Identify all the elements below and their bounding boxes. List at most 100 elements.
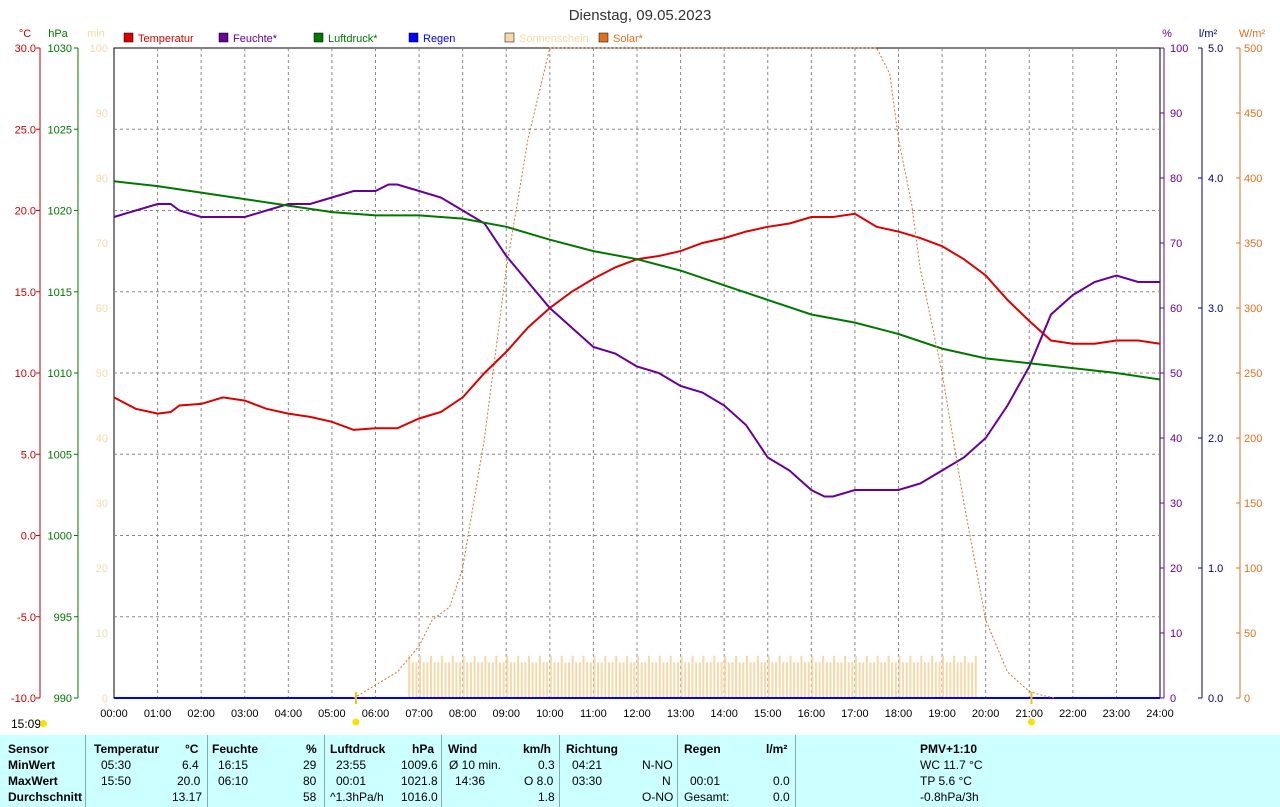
chart-title: Dienstag, 09.05.2023 [569,7,712,24]
axis-tick-left3: 0 [102,693,108,705]
sunshine-bar [615,655,618,698]
sunshine-bar [942,655,945,698]
sunshine-bar [818,662,821,698]
axis-tick-right3: 100 [1244,563,1262,575]
sunshine-bar [637,655,639,698]
sunshine-bar [931,655,934,698]
sunshine-bar [727,662,730,698]
x-tick-label: 22:00 [1059,708,1087,720]
sunshine-bar [509,662,512,698]
sunshine-bar [604,655,607,698]
sunshine-bar [419,655,422,698]
hum-max-value: 80 [303,774,317,788]
sunshine-bar [528,655,531,698]
sunshine-bar [462,655,465,698]
axis-tick-left2: 1020 [48,206,72,218]
axis-tick-right3: 200 [1244,433,1262,445]
axis-tick-left3: 30 [96,498,108,510]
header-wind-unit: km/h [523,742,552,756]
sunshine-bar [742,662,745,698]
sunshine-bar [491,662,494,698]
header-humidity: Feuchte [212,742,259,756]
series-line-solar [353,47,1056,699]
axis-tick-left1: -5.0 [17,612,36,624]
sunshine-bar [833,655,836,698]
sunshine-bar [735,655,738,698]
hum-min-value: 29 [303,758,317,772]
sunshine-bar [495,655,498,698]
sunshine-bar [706,662,709,698]
sunshine-bar [506,655,509,698]
axis-tick-right3: 500 [1244,43,1262,55]
sunshine-bar [814,662,817,698]
axis-tick-right1: 50 [1170,368,1182,380]
sunshine-bar [905,662,908,698]
sunshine-bar [640,662,643,698]
sunshine-bar [887,655,890,698]
legend-label: Sonnenschein [519,33,589,45]
sunshine-bar [822,655,825,698]
x-tick-label: 01:00 [144,708,172,720]
sunshine-bar [891,662,894,698]
sunshine-bar [676,662,679,698]
axis-tick-right3: 300 [1244,303,1262,315]
axis-unit-left2: hPa [48,28,68,40]
x-tick-label: 09:00 [492,708,520,720]
wind-max-time: 14:36 [455,774,486,788]
series-line-feuchte [113,183,1160,498]
press-trend: ^1.3hPa/h [330,790,384,804]
axis-tick-right3: 50 [1244,628,1256,640]
sunshine-bar [564,662,567,698]
x-tick-label: 04:00 [275,708,303,720]
sunshine-bar [934,662,937,698]
sunshine-bar [647,655,650,698]
series-line-temperatur [113,212,1161,431]
axis-tick-right1: 60 [1170,303,1182,315]
sunshine-bar [535,662,538,698]
wind-avg10-value: 0.3 [538,758,555,772]
sunshine-bar [437,662,440,698]
sunshine-bar [902,662,905,698]
sunshine-bar [778,655,781,698]
x-axis-labels: 00:00 01:00 02:00 03:00 04:00 05:00 06:00 07:00… [100,692,1174,726]
sunshine-bar [916,662,919,698]
chart-axes: °C 30.0 25.0 20.0 15.0 10.0 5.0 0.0 -5.0 -10.0 hPa… [11,28,1266,705]
header-sensor: Sensor [8,742,49,756]
sunshine-bar [713,655,716,698]
weather-chart: Dienstag, 09.05.2023 °C 30.0 25.0 20.0 15.0 1… [11,7,1266,726]
axis-tick-left3: 70 [96,238,108,250]
sunshine-bar [607,662,610,698]
sunshine-bar [517,655,520,698]
temp-min-time: 05:30 [101,758,132,772]
header-rain-unit: l/m² [766,742,788,756]
axis-tick-right1: 100 [1170,43,1188,55]
header-pressure: Luftdruck [330,742,386,756]
legend-swatch [408,32,419,43]
x-tick-label: 15:00 [754,708,782,720]
rain-max-time: 00:01 [690,774,721,788]
rain-max-value: 0.0 [773,774,790,788]
sunshine-bar [433,662,436,698]
sunshine-bar [960,662,963,698]
sunshine-bar [586,662,589,698]
sunshine-bar [459,662,462,698]
axis-tick-left2: 995 [54,612,72,624]
sunshine-bar [444,662,447,698]
timestamp: 15:09 [11,717,42,731]
legend-swatch [313,32,324,43]
sunshine-bar [923,662,926,698]
sunshine-bar [488,662,491,698]
label-min: MinWert [8,758,56,772]
sunshine-bar [854,655,857,698]
pmv-dewpoint: TP 5.6 °C [920,774,972,788]
sunshine-bar [658,655,661,698]
sunshine-bar [738,662,741,698]
press-avg: 1016.0 [401,790,438,804]
sunshine-bar [745,655,748,698]
legend-label: Solar* [613,33,644,45]
axis-tick-left2: 990 [54,693,72,705]
sunshine-bar [825,662,828,698]
sunshine-bar [865,655,868,698]
axis-tick-left1: 10.0 [15,368,36,380]
axis-tick-left3: 50 [96,368,108,380]
